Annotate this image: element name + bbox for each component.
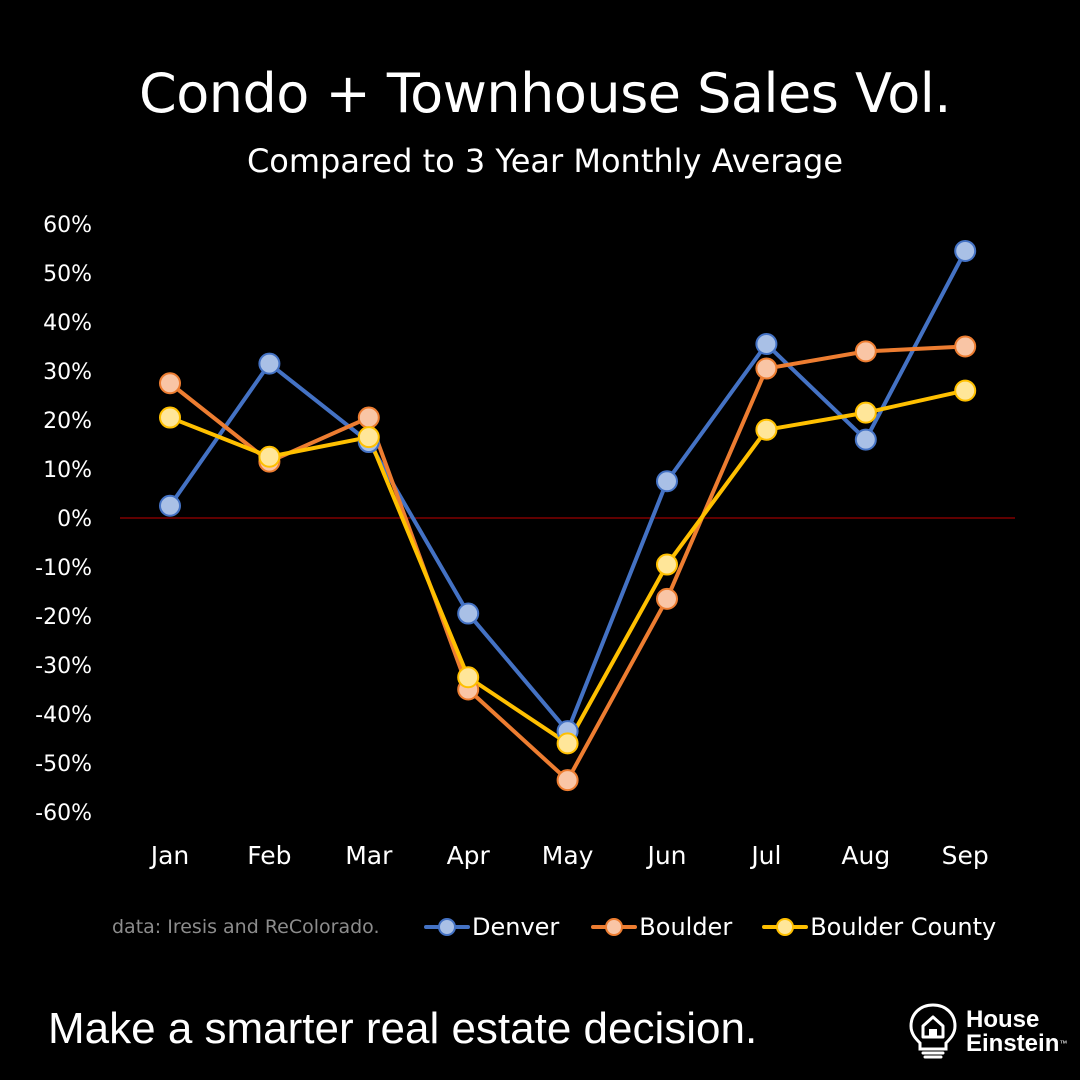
- source-note: data: Iresis and ReColorado.: [112, 916, 380, 938]
- x-tick-label: Mar: [345, 841, 393, 870]
- x-tick-label: May: [542, 841, 594, 870]
- data-point-boulder-county: [556, 732, 579, 755]
- data-point-boulder-county: [258, 445, 281, 468]
- data-point-boulder: [954, 335, 977, 358]
- legend-item-denver: Denver: [424, 912, 559, 942]
- data-point-boulder: [556, 769, 579, 792]
- data-point-denver: [656, 470, 678, 493]
- data-point-boulder: [357, 406, 380, 429]
- data-point-boulder-county: [457, 666, 480, 689]
- data-point-denver: [258, 352, 281, 375]
- data-point-boulder: [854, 340, 877, 363]
- house-einstein-logo[interactable]: House Einstein™: [908, 1002, 1067, 1062]
- data-point-boulder-county: [954, 379, 977, 402]
- logo-line2: Einstein: [966, 1030, 1060, 1057]
- data-point-boulder: [159, 372, 181, 395]
- data-point-boulder: [755, 357, 778, 380]
- data-point-boulder: [656, 587, 678, 610]
- legend-label-boulder-county: Boulder County: [810, 913, 997, 941]
- data-point-denver: [854, 428, 877, 451]
- x-tick-label: Sep: [942, 841, 989, 870]
- lightbulb-house-icon: [909, 1003, 957, 1059]
- x-tick-label: Jan: [149, 841, 190, 870]
- logo-tm: ™: [1059, 1039, 1068, 1048]
- chart-legend: Denver Boulder Boulder County: [424, 912, 1004, 942]
- legend-swatch-boulder-county: [762, 912, 809, 942]
- data-point-boulder-county: [656, 553, 678, 576]
- legend-swatch-boulder: [591, 912, 638, 942]
- data-point-denver: [755, 333, 778, 356]
- data-point-boulder-county: [755, 418, 778, 441]
- legend-item-boulder: Boulder: [591, 912, 732, 942]
- line-chart: 60% 50% 40% 30% 20% 10% 0% -10% -20% -30% -40% -50%…: [35, 213, 1015, 870]
- tagline: Make a smarter real estate decision.: [48, 1004, 758, 1053]
- y-tick-label: 20%: [43, 409, 92, 434]
- x-tick-label: Jun: [645, 841, 686, 870]
- series-line-denver: [168, 248, 968, 734]
- y-tick-label: 50%: [43, 262, 92, 287]
- chart-subtitle: Compared to 3 Year Monthly Average: [246, 142, 844, 180]
- data-point-boulder-county: [854, 401, 877, 424]
- logo-line1: House: [966, 1006, 1040, 1033]
- y-tick-label: -60%: [35, 801, 92, 826]
- data-point-denver: [159, 494, 181, 517]
- y-tick-label: -20%: [35, 605, 92, 630]
- x-tick-label: Aug: [841, 841, 890, 870]
- legend-label-boulder: Boulder: [639, 913, 733, 941]
- y-tick-label: -50%: [35, 752, 92, 777]
- legend-label-denver: Denver: [472, 913, 560, 941]
- y-tick-label: 10%: [43, 458, 92, 483]
- series-line-boulder-county: [168, 388, 968, 746]
- logo-text: House Einstein™: [966, 1008, 1067, 1056]
- data-point-denver: [954, 239, 977, 262]
- y-tick-label: 60%: [43, 213, 92, 238]
- legend-swatch-denver: [424, 912, 470, 942]
- y-tick-label: 40%: [43, 311, 92, 336]
- y-tick-label: 0%: [57, 507, 92, 532]
- x-tick-label: Apr: [447, 841, 491, 870]
- y-tick-label: -30%: [35, 654, 92, 679]
- chart-title: Condo + Townhouse Sales Vol.: [139, 62, 951, 125]
- x-tick-label: Jul: [749, 841, 781, 870]
- data-point-denver: [457, 602, 480, 625]
- y-tick-label: -40%: [35, 703, 92, 728]
- data-point-boulder-county: [357, 426, 380, 449]
- y-tick-label: 30%: [43, 360, 92, 385]
- x-tick-label: Feb: [247, 841, 291, 870]
- y-tick-label: -10%: [35, 556, 92, 581]
- series-line-boulder: [168, 344, 968, 783]
- legend-item-boulder-county: Boulder County: [762, 912, 996, 942]
- data-point-boulder-county: [159, 406, 181, 429]
